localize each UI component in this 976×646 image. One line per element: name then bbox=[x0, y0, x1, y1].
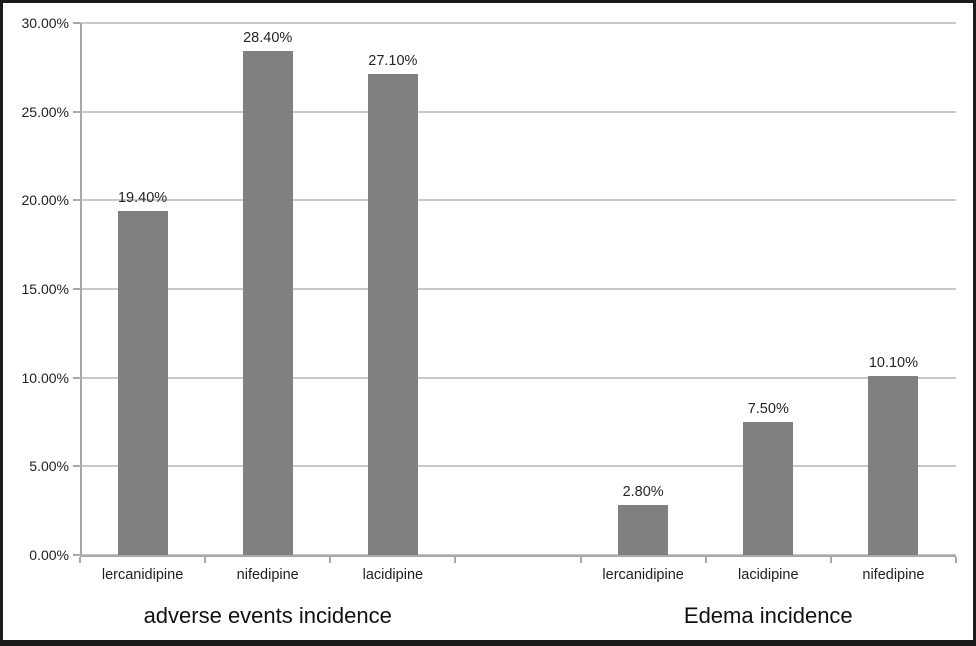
x-axis-tick bbox=[704, 557, 707, 563]
y-axis-tick bbox=[73, 288, 80, 290]
y-gridline bbox=[80, 288, 956, 290]
y-axis-tick-label: 30.00% bbox=[21, 15, 69, 31]
y-axis-tick-label: 0.00% bbox=[29, 547, 69, 563]
y-gridline bbox=[80, 465, 956, 468]
x-axis-tick bbox=[579, 557, 582, 563]
x-axis-tick bbox=[329, 557, 332, 563]
bar-value-label: 19.40% bbox=[117, 189, 168, 206]
bar-lercanidipine-group1 bbox=[117, 210, 168, 555]
bar-lercanidipine-group2 bbox=[618, 505, 669, 555]
y-axis-line bbox=[80, 23, 82, 555]
bar-lacidipine-group2 bbox=[743, 422, 794, 555]
bar-lacidipine-group1 bbox=[367, 74, 418, 555]
group-label-1: adverse events incidence bbox=[143, 603, 392, 628]
group-label-2: Edema incidence bbox=[683, 603, 853, 628]
y-gridline bbox=[80, 22, 956, 24]
bar-value-label: 7.50% bbox=[747, 401, 789, 417]
bar-nifedipine-group2 bbox=[868, 375, 919, 555]
x-axis-tick bbox=[829, 557, 832, 563]
y-axis-tick-label: 25.00% bbox=[21, 103, 69, 120]
y-gridline bbox=[80, 199, 956, 202]
bar-value-label: 2.80% bbox=[622, 484, 664, 501]
x-axis-tick bbox=[955, 557, 957, 563]
x-category-label: lacidipine bbox=[738, 567, 799, 583]
y-axis-tick bbox=[73, 110, 80, 113]
y-axis-tick bbox=[73, 554, 80, 556]
y-axis-tick-label: 15.00% bbox=[21, 281, 69, 297]
x-category-label: lercanidipine bbox=[101, 567, 184, 583]
y-axis-tick bbox=[73, 199, 80, 202]
x-axis-tick bbox=[79, 557, 81, 563]
x-category-label: lercanidipine bbox=[602, 567, 684, 583]
x-category-label: lacidipine bbox=[362, 567, 424, 583]
y-axis-tick bbox=[73, 22, 80, 24]
x-axis-line bbox=[80, 555, 956, 557]
x-axis-tick bbox=[454, 557, 457, 563]
x-axis-tick bbox=[204, 557, 207, 563]
bar-value-label: 10.10% bbox=[868, 354, 919, 371]
x-category-label: nifedipine bbox=[862, 567, 925, 583]
bar-value-label: 27.10% bbox=[368, 53, 418, 70]
y-axis-tick-label: 20.00% bbox=[21, 192, 69, 209]
y-axis-tick bbox=[73, 376, 80, 379]
y-axis-tick-label: 5.00% bbox=[29, 458, 69, 475]
y-axis-tick bbox=[73, 465, 80, 468]
bar-nifedipine-group1 bbox=[242, 51, 293, 555]
y-axis-tick-label: 10.00% bbox=[21, 369, 69, 386]
y-gridline bbox=[80, 110, 956, 113]
plot-area: 0.00% 5.00% 10.00% 15.00% 20.00% 25.00% 30.00%… bbox=[3, 3, 973, 640]
bar-value-label: 28.40% bbox=[243, 30, 293, 47]
x-category-label: nifedipine bbox=[236, 567, 299, 583]
y-gridline bbox=[80, 376, 956, 379]
